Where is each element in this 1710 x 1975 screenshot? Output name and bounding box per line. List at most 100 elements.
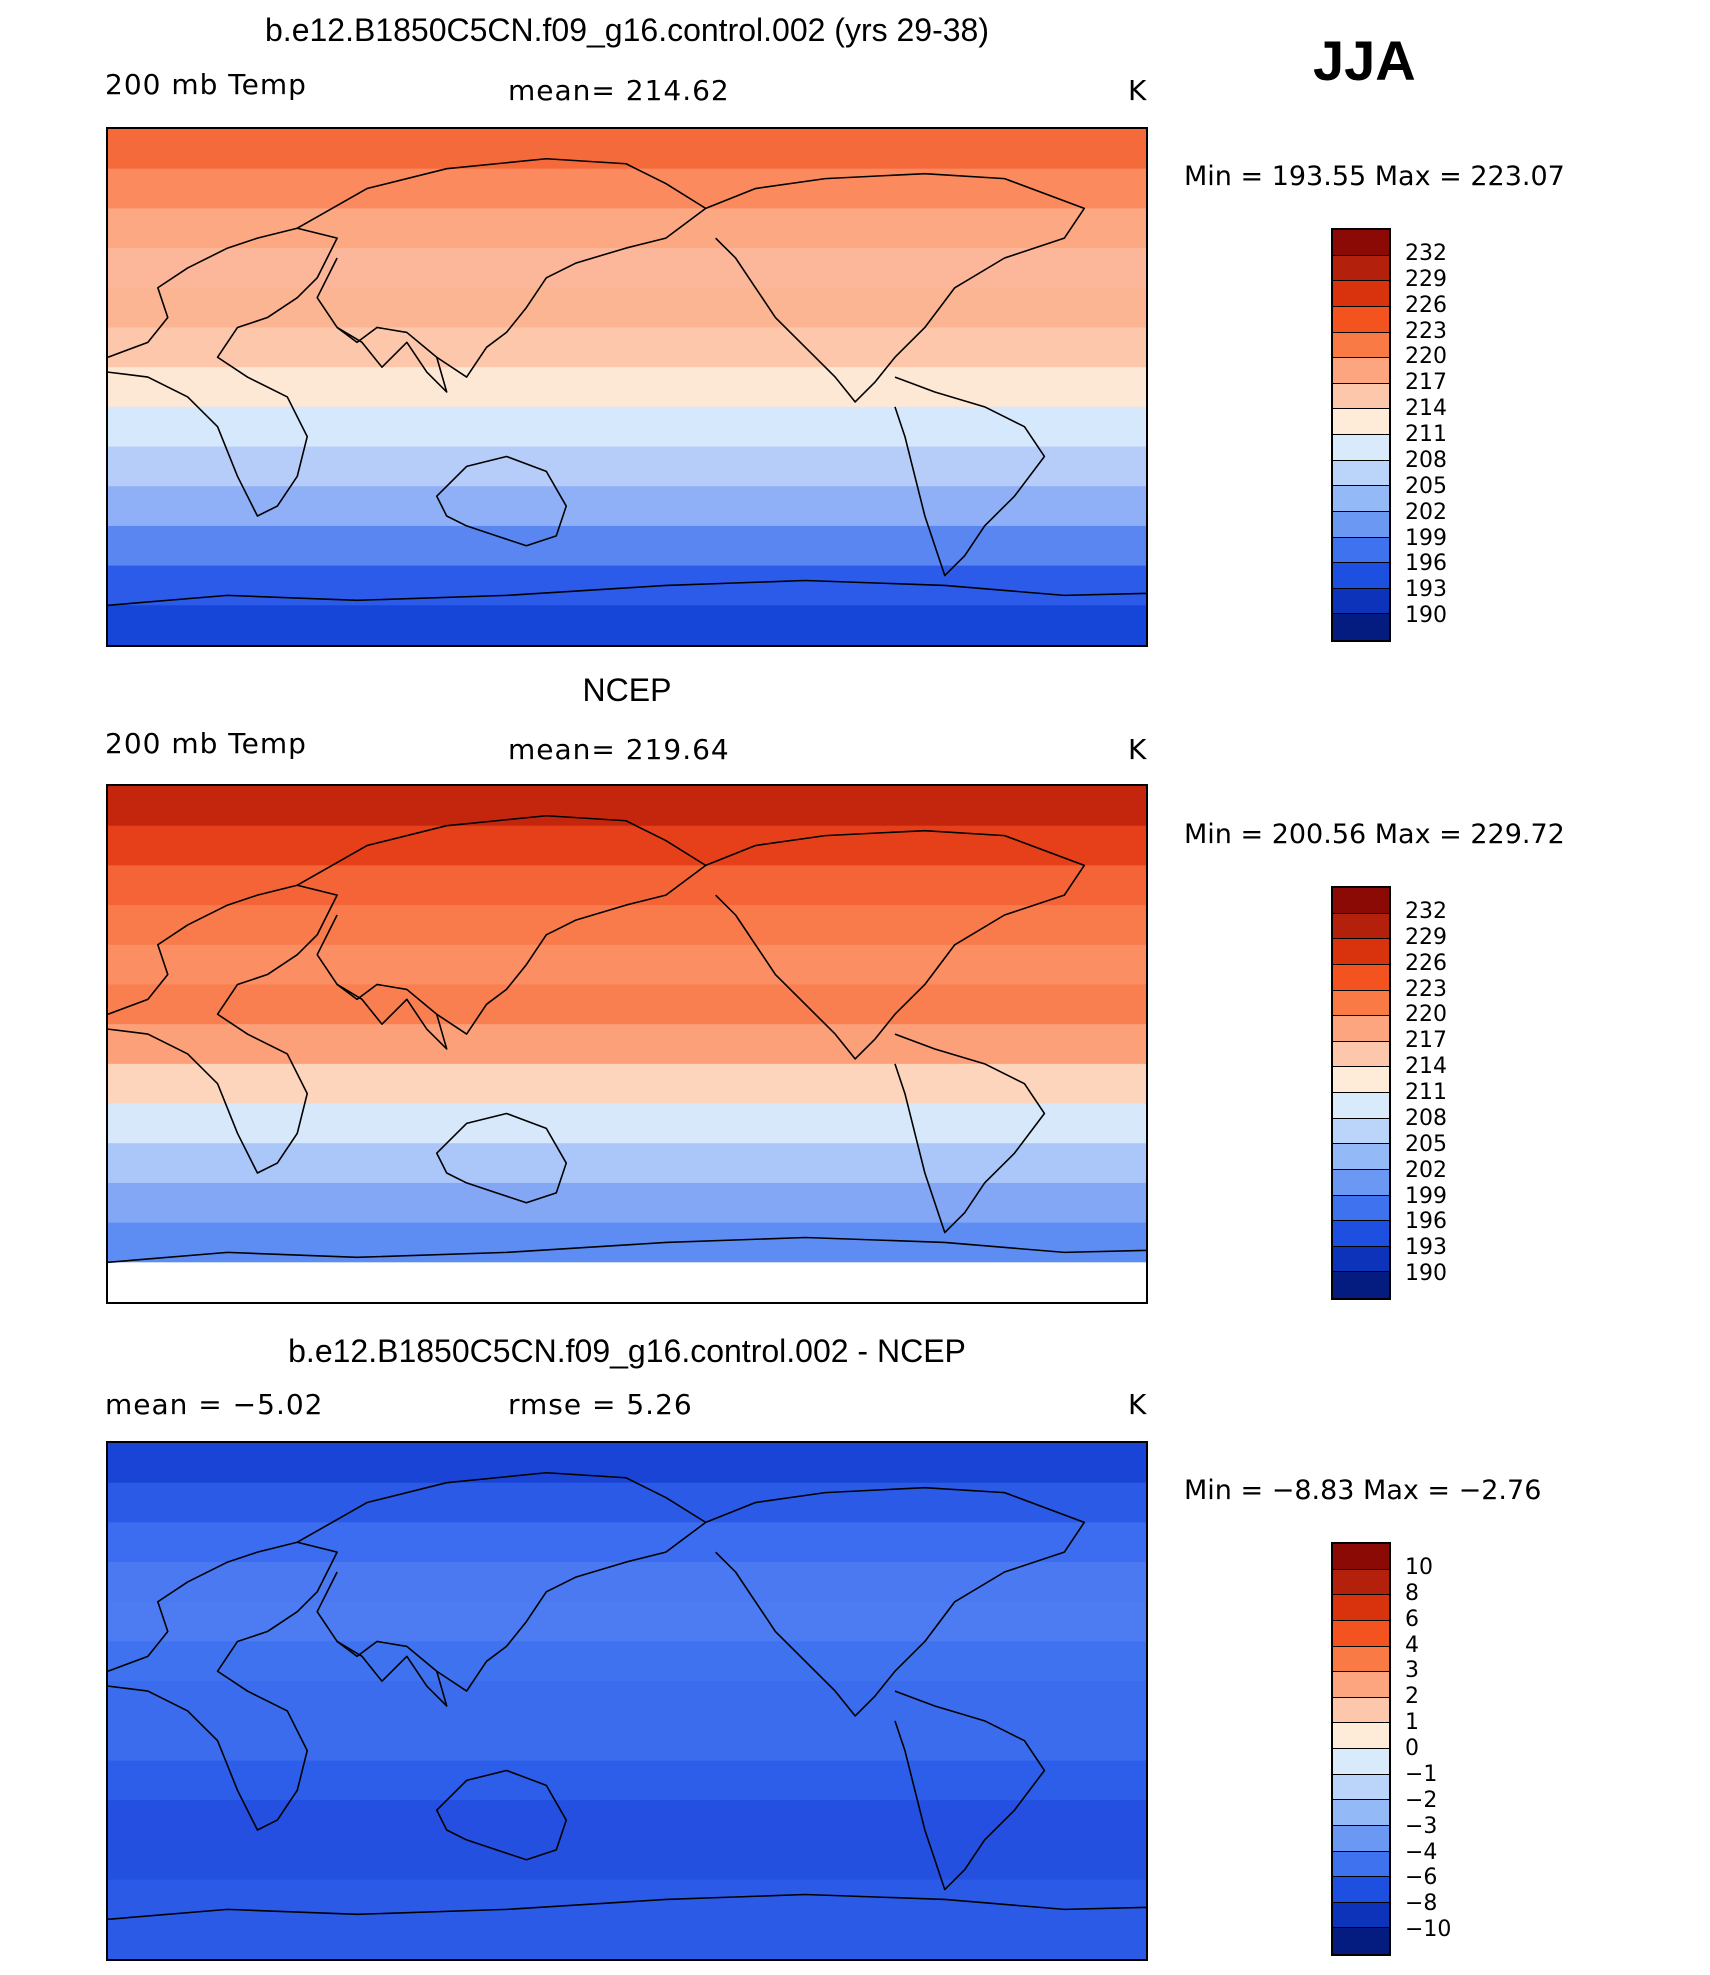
colorbar-swatch — [1333, 1246, 1389, 1273]
colorbar-swatch — [1333, 1569, 1389, 1596]
colorbar-swatch — [1333, 1016, 1389, 1042]
latitude-band — [108, 565, 1146, 607]
latitude-band — [108, 1681, 1146, 1722]
colorbar-swatch — [1333, 1169, 1389, 1196]
map-field — [108, 1443, 1146, 1959]
coastline — [336, 326, 448, 393]
colorbar-swatch — [1333, 409, 1389, 435]
coastline — [108, 1541, 338, 1831]
colorbar-tick-label: 0 — [1405, 1736, 1419, 1761]
latitude-band — [108, 1222, 1146, 1264]
colorbar-tick-label: 190 — [1405, 603, 1447, 629]
latitude-band — [108, 1919, 1146, 1959]
colorbar-tick-label: 4 — [1405, 1632, 1419, 1658]
colorbar-swatch — [1333, 1595, 1389, 1621]
panel-2-colorbar-labels: 232 229 226 223 220 217 214 211 208 205 202 199 196 1… — [1405, 886, 1485, 1300]
coastline — [705, 172, 1086, 403]
colorbar-tick-label: 229 — [1405, 266, 1447, 292]
latitude-band — [108, 1063, 1146, 1105]
colorbar-tick-label: 2 — [1405, 1684, 1419, 1710]
colorbar-swatch — [1333, 1928, 1389, 1954]
panel-2-map — [106, 784, 1148, 1304]
colorbar-tick-label: 223 — [1405, 318, 1447, 344]
colorbar-tick-label: 202 — [1405, 1157, 1447, 1183]
colorbar-swatch — [1333, 1144, 1389, 1170]
coastline — [705, 829, 1086, 1060]
latitude-band — [108, 168, 1146, 210]
colorbar-tick-label: 214 — [1405, 1054, 1447, 1080]
panel-3-rmse-label: rmse = 5.26 — [508, 1388, 693, 1421]
colorbar-swatch — [1333, 1825, 1389, 1852]
latitude-band — [108, 1482, 1146, 1524]
latitude-band — [108, 1103, 1146, 1145]
colorbar-swatch — [1333, 1749, 1389, 1775]
coastline — [108, 579, 1146, 607]
latitude-band — [108, 944, 1146, 986]
colorbar-tick-label: −8 — [1405, 1891, 1438, 1917]
colorbar-tick-label: 199 — [1405, 525, 1447, 551]
colorbar-tick-label: 232 — [1405, 240, 1447, 266]
colorbar-tick-label: 211 — [1405, 422, 1447, 447]
latitude-band — [108, 1562, 1146, 1603]
colorbar-swatch — [1333, 460, 1389, 487]
latitude-band — [108, 287, 1146, 329]
coastline — [108, 227, 338, 517]
map-field — [108, 129, 1146, 645]
colorbar-tick-label: 6 — [1405, 1606, 1419, 1632]
panel-1-colorbar — [1331, 228, 1391, 642]
colorbar-tick-label: −6 — [1405, 1865, 1438, 1891]
latitude-band — [108, 1143, 1146, 1184]
colorbar-swatch — [1333, 614, 1389, 640]
colorbar-swatch — [1333, 1851, 1389, 1878]
colorbar-tick-label: 196 — [1405, 1209, 1447, 1235]
colorbar-swatch — [1333, 964, 1389, 991]
colorbar-tick-label: 223 — [1405, 976, 1447, 1002]
colorbar-swatch — [1333, 1195, 1389, 1222]
panel-2-colorbar — [1331, 886, 1391, 1300]
coastline — [894, 376, 1046, 577]
coastline — [336, 983, 448, 1050]
colorbar-swatch — [1333, 306, 1389, 333]
latitude-band — [108, 1601, 1146, 1643]
colorbar-swatch — [1333, 383, 1389, 410]
latitude-band — [108, 446, 1146, 488]
panel-1-colorbar-labels: 232 229 226 223 220 217 214 211 208 205 202 199 196 1… — [1405, 228, 1485, 642]
colorbar-swatch — [1333, 1272, 1389, 1298]
latitude-band — [108, 1720, 1146, 1762]
colorbar-tick-label: 211 — [1405, 1080, 1447, 1105]
coastline — [108, 1236, 1146, 1264]
latitude-band — [108, 1760, 1146, 1802]
colorbar-swatch — [1333, 913, 1389, 940]
coastline — [705, 1486, 1086, 1717]
colorbar-swatch — [1333, 1093, 1389, 1119]
colorbar-swatch — [1333, 332, 1389, 359]
coastline — [296, 814, 707, 1035]
panel-1-units-label: K — [1128, 74, 1148, 107]
panel-3-map — [106, 1441, 1148, 1961]
colorbar-swatch — [1333, 1646, 1389, 1673]
panel-3-colorbar-labels: 10 8 6 4 3 2 1 0 −1 −2 −3 −4 −6 −8 −10 — [1405, 1542, 1485, 1956]
panel-3-mean-label: mean = −5.02 — [105, 1388, 324, 1421]
latitude-band — [108, 1879, 1146, 1921]
colorbar-tick-label: −4 — [1405, 1839, 1438, 1865]
coastline — [435, 455, 568, 547]
latitude-band — [108, 327, 1146, 369]
colorbar-swatch — [1333, 1041, 1389, 1068]
coastline — [435, 1112, 568, 1204]
colorbar-tick-label: 3 — [1405, 1658, 1419, 1684]
colorbar-tick-label: −2 — [1405, 1787, 1438, 1813]
latitude-band — [108, 984, 1146, 1026]
latitude-band — [108, 1262, 1146, 1302]
colorbar-tick-label: 8 — [1405, 1580, 1419, 1606]
colorbar-swatch — [1333, 358, 1389, 384]
panel-3-title: b.e12.B1850C5CN.f09_g16.control.002 - NC… — [288, 1333, 966, 1369]
colorbar-tick-label: 193 — [1405, 577, 1447, 603]
colorbar-tick-label: 232 — [1405, 898, 1447, 924]
panel-2-mean-label: mean= 219.64 — [508, 733, 730, 766]
panel-2-title: NCEP — [582, 672, 672, 708]
latitude-band — [108, 406, 1146, 448]
coastline — [336, 1640, 448, 1707]
latitude-band — [108, 1443, 1146, 1484]
colorbar-swatch — [1333, 1620, 1389, 1647]
latitude-band — [108, 525, 1146, 567]
